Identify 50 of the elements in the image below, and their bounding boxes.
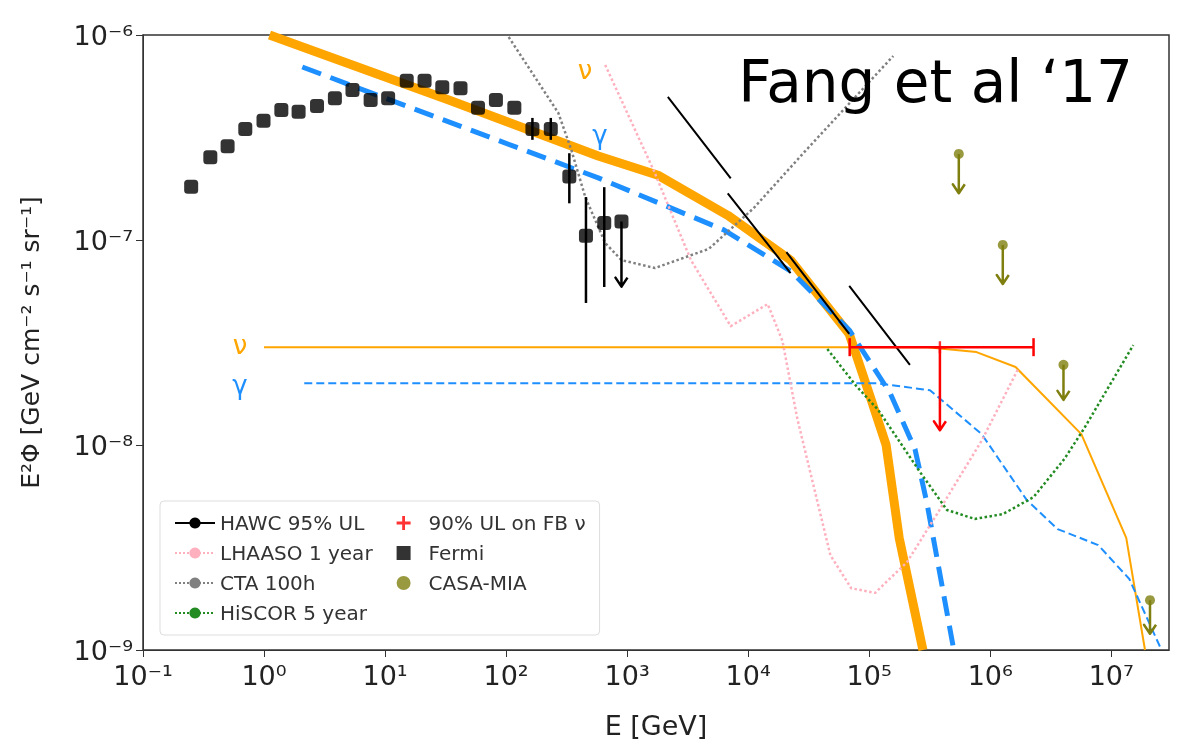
- point: [488, 92, 503, 107]
- x-tick-label: 10⁴: [725, 660, 771, 691]
- x-tick-label: 10²: [483, 660, 529, 691]
- point: [435, 80, 450, 95]
- annotation: Fang et al ‘17: [738, 48, 1134, 116]
- point: [597, 216, 612, 231]
- point: [525, 121, 540, 136]
- x-axis-title: E [GeV]: [604, 710, 708, 741]
- point: [614, 214, 629, 229]
- legend-label: HiSCOR 5 year: [220, 601, 368, 625]
- annotation: γ: [592, 120, 608, 150]
- x-tick-label: 10⁵: [846, 660, 892, 691]
- point: [256, 113, 271, 128]
- annotation: γ: [232, 370, 248, 400]
- point: [345, 83, 360, 98]
- x-tick-label: 10⁷: [1088, 660, 1134, 691]
- x-tick-label: 10¹: [362, 660, 408, 691]
- point: [562, 169, 577, 184]
- point: [399, 73, 414, 88]
- annotation: ν: [577, 55, 593, 85]
- point: [363, 92, 378, 107]
- point: [184, 179, 199, 194]
- annotation: ν: [232, 330, 248, 360]
- point: [381, 91, 396, 106]
- point: [327, 91, 342, 106]
- legend-label: CTA 100h: [220, 571, 316, 595]
- point: [543, 121, 558, 136]
- legend-label: 90% UL on FB ν: [428, 511, 586, 535]
- point: [578, 228, 593, 243]
- x-tick-label: 10⁶: [967, 660, 1013, 691]
- point: [291, 104, 306, 119]
- legend-label: Fermi: [428, 541, 485, 565]
- point: [203, 150, 218, 165]
- point: [453, 81, 468, 96]
- x-tick-label: 10⁰: [241, 660, 287, 691]
- point: [417, 73, 432, 88]
- point: [274, 102, 289, 117]
- legend-label: CASA-MIA: [428, 571, 527, 595]
- legend-label: LHAASO 1 year: [220, 541, 374, 565]
- x-tick-label: 10³: [604, 660, 650, 691]
- point: [310, 99, 325, 114]
- point: [220, 139, 235, 154]
- legend-label: HAWC 95% UL: [220, 511, 366, 535]
- point: [507, 100, 522, 115]
- point: [238, 121, 253, 136]
- y-tick-label: 10⁻⁶: [73, 19, 133, 51]
- y-axis-title: E²Φ [GeV cm⁻² s⁻¹ sr⁻¹]: [16, 196, 45, 489]
- point: [471, 100, 485, 115]
- y-tick-label: 10⁻⁸: [73, 429, 133, 461]
- y-tick-label: 10⁻⁷: [73, 224, 133, 256]
